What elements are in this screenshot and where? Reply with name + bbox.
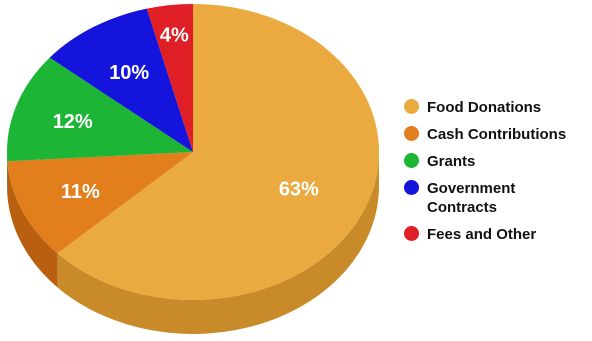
slice-label-4: 4% — [160, 25, 189, 47]
legend-swatch — [404, 126, 419, 141]
pie-side-group — [7, 152, 379, 334]
slice-label-1: 11% — [61, 181, 100, 203]
pie-slice-4 — [146, 4, 193, 152]
legend-label: Grants — [427, 153, 476, 170]
pie-side-1 — [7, 161, 58, 288]
slice-label-2: 12% — [53, 111, 93, 133]
legend-label: Fees and Other — [427, 226, 537, 243]
legend-swatch — [404, 99, 419, 114]
legend-item: Government Contracts — [404, 179, 590, 217]
legend-label: Government Contracts — [427, 180, 516, 216]
legend-item: Food Donations — [404, 98, 590, 117]
legend-label: Food Donations — [427, 99, 542, 116]
legend-item: Grants — [404, 152, 590, 171]
legend: Food Donations Cash Contributions Grants Go… — [404, 98, 590, 252]
pie-slice-3 — [49, 8, 193, 153]
pie-slice-2 — [6, 57, 193, 162]
legend-swatch — [404, 180, 419, 195]
slice-label-3: 10% — [109, 62, 149, 84]
pie-side-0 — [57, 152, 379, 334]
legend-item: Cash Contributions — [404, 125, 590, 144]
pie-slice-1 — [7, 152, 193, 254]
legend-swatch — [404, 153, 419, 168]
legend-swatch — [404, 226, 419, 241]
legend-item: Fees and Other — [404, 225, 590, 244]
pie-slice-0 — [57, 4, 379, 300]
slice-label-0: 63% — [279, 178, 319, 200]
pie-chart: 63% 11% 12% 10% 4% — [6, 4, 379, 334]
legend-label: Cash Contributions — [427, 126, 567, 143]
